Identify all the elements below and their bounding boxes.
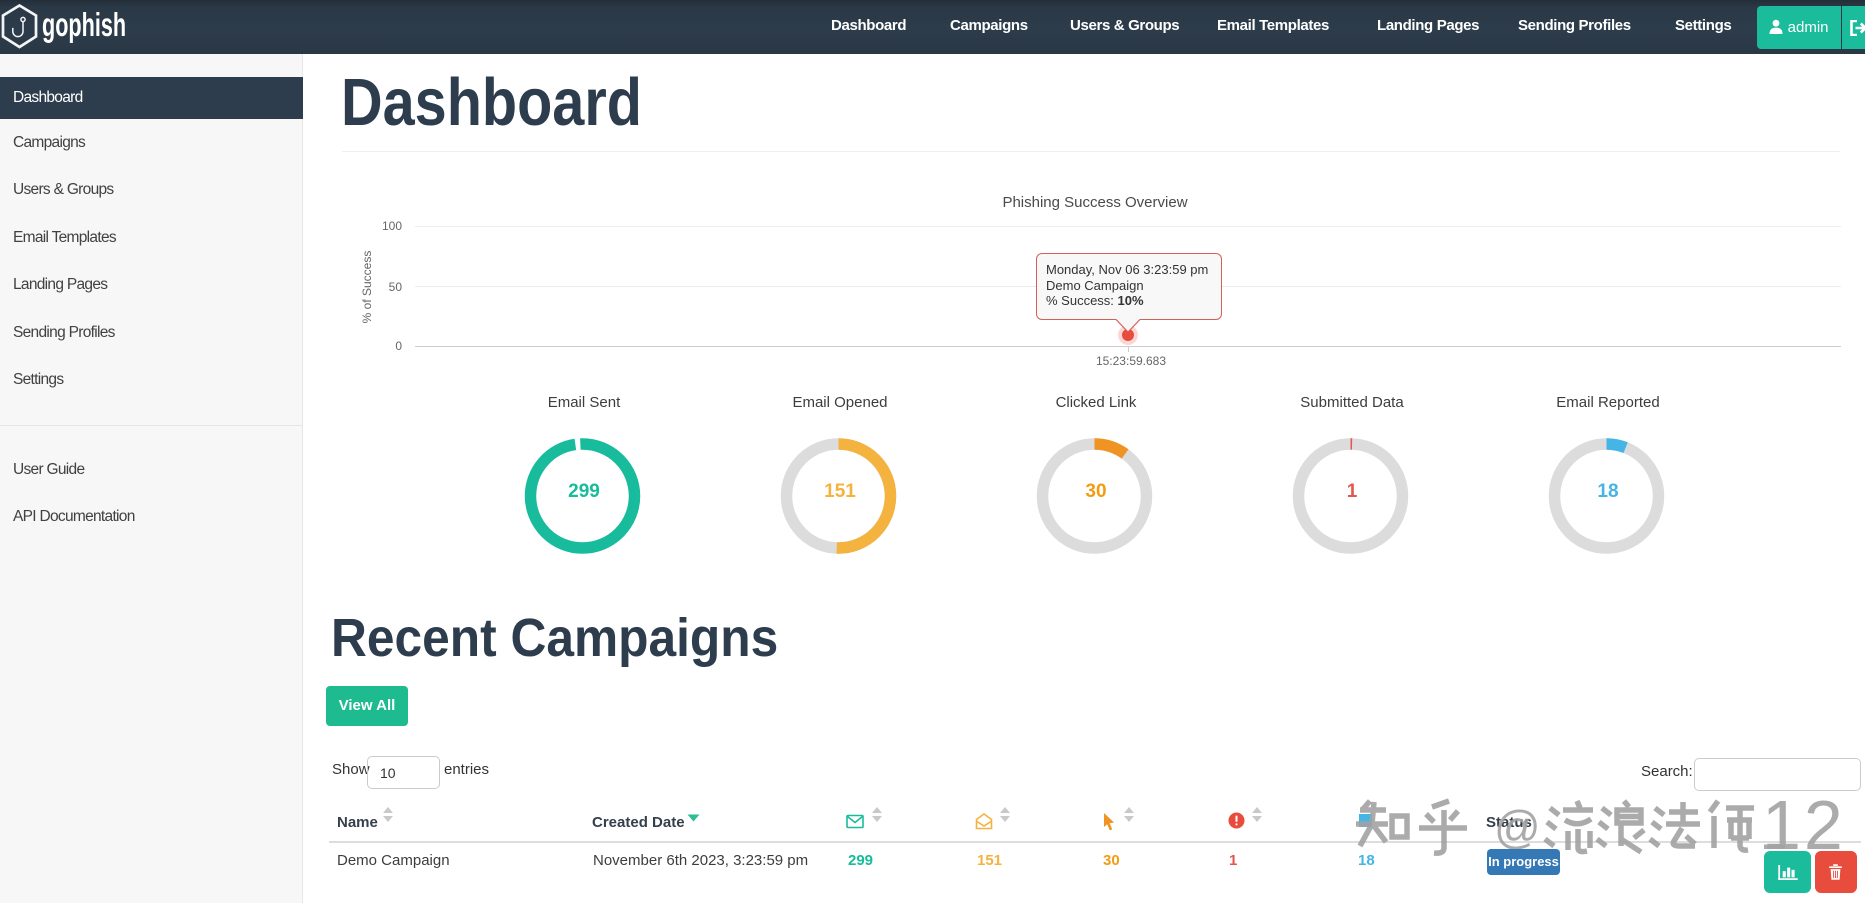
svg-text:@: @ (1494, 801, 1541, 853)
svg-text:12: 12 (1762, 795, 1846, 862)
